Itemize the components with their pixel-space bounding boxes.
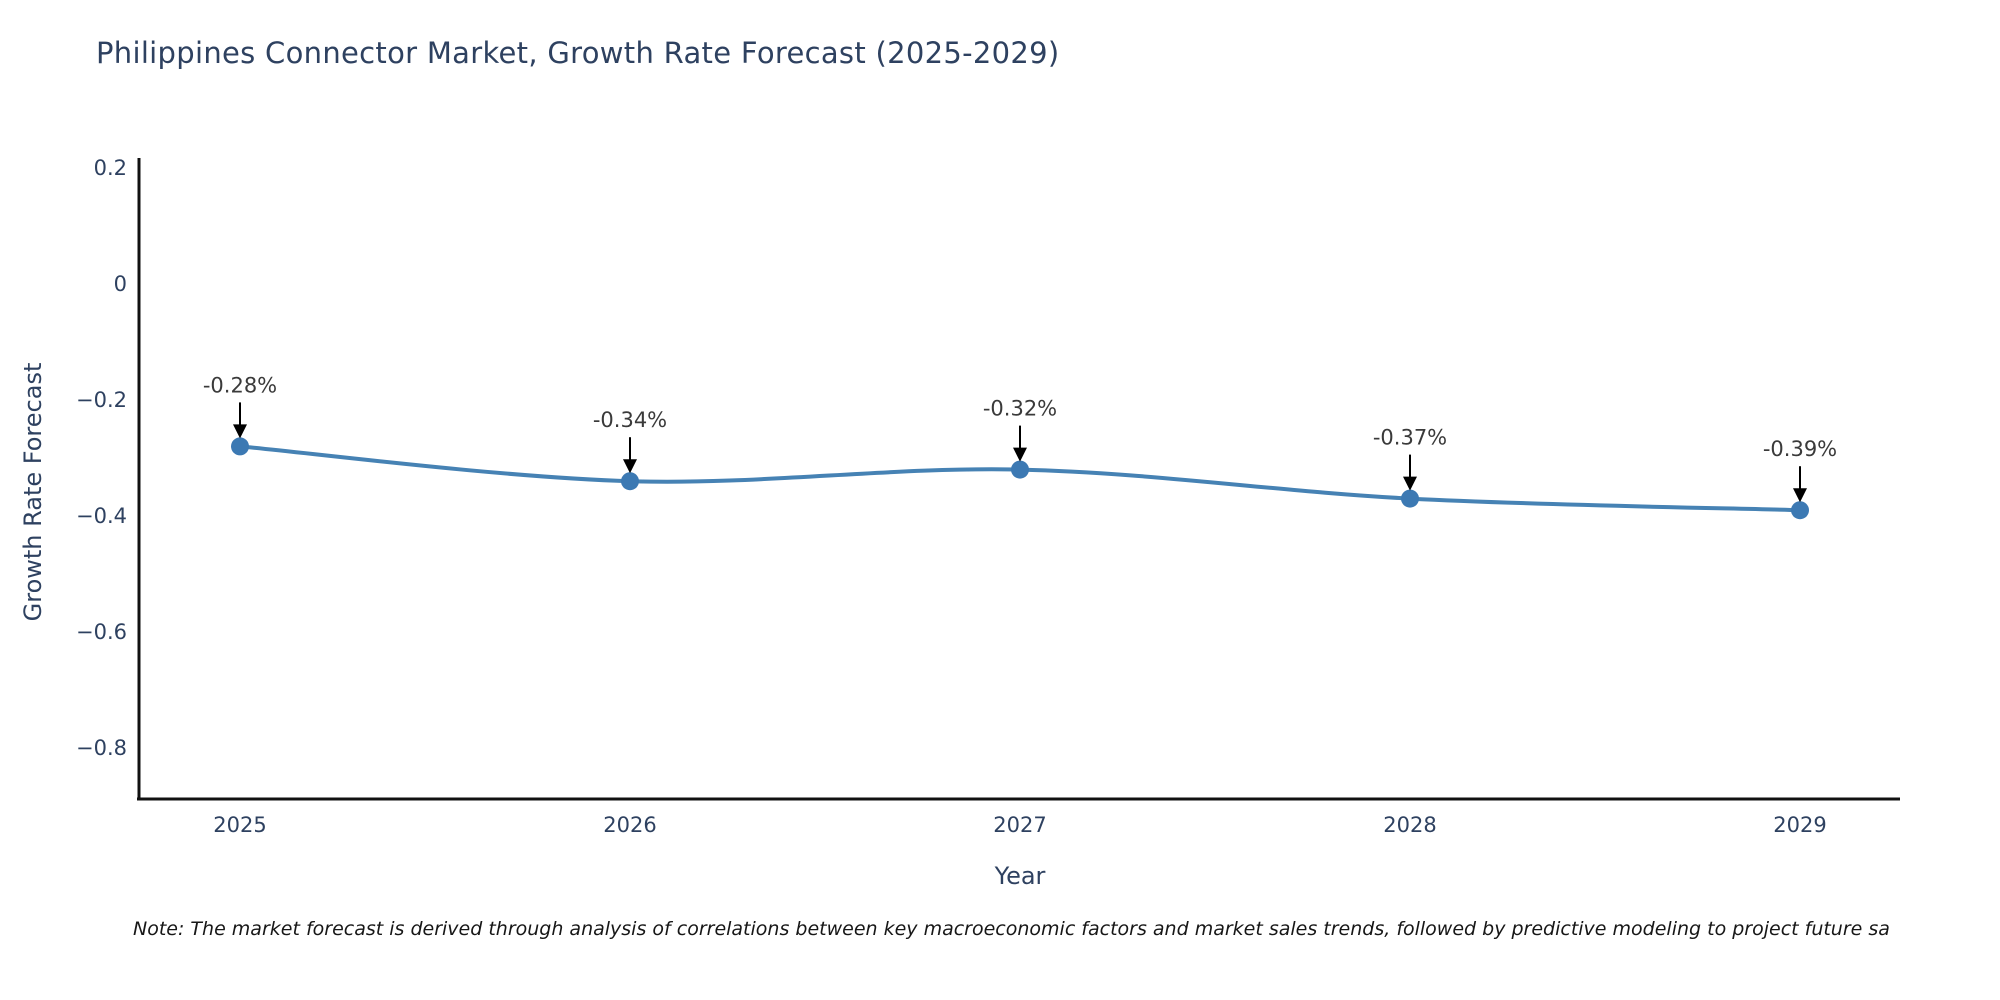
y-tick-label: −0.8: [76, 736, 127, 760]
annotation-arrowhead: [1403, 476, 1417, 491]
chart-title: Philippines Connector Market, Growth Rat…: [96, 36, 1060, 70]
data-point-marker[interactable]: [1791, 501, 1809, 520]
y-tick-label: −0.6: [76, 620, 127, 644]
footnote: Note: The market forecast is derived thr…: [133, 918, 1890, 940]
y-tick-label: −0.4: [76, 504, 127, 528]
annotation-label: -0.37%: [1373, 426, 1447, 450]
annotation-label: -0.28%: [203, 373, 277, 397]
x-tick-label: 2026: [603, 813, 656, 837]
annotation-arrowhead: [1013, 447, 1027, 462]
y-tick-label: 0.2: [94, 156, 127, 180]
data-point-marker[interactable]: [1011, 460, 1029, 479]
y-tick-label: 0: [114, 272, 127, 296]
data-point-marker[interactable]: [1401, 489, 1419, 508]
x-tick-label: 2028: [1383, 813, 1436, 837]
data-point-marker[interactable]: [621, 472, 639, 491]
x-axis-title: Year: [994, 862, 1046, 890]
annotation-arrowhead: [1793, 488, 1807, 503]
annotation-label: -0.32%: [983, 397, 1057, 421]
annotation-label: -0.34%: [593, 408, 667, 432]
x-tick-label: 2029: [1773, 813, 1826, 837]
x-tick-label: 2025: [213, 813, 266, 837]
annotation-arrowhead: [233, 424, 247, 439]
y-tick-label: −0.2: [76, 388, 127, 412]
x-tick-label: 2027: [993, 813, 1046, 837]
annotation-arrowhead: [623, 459, 637, 474]
data-point-marker[interactable]: [231, 437, 249, 456]
annotation-label: -0.39%: [1763, 437, 1837, 461]
